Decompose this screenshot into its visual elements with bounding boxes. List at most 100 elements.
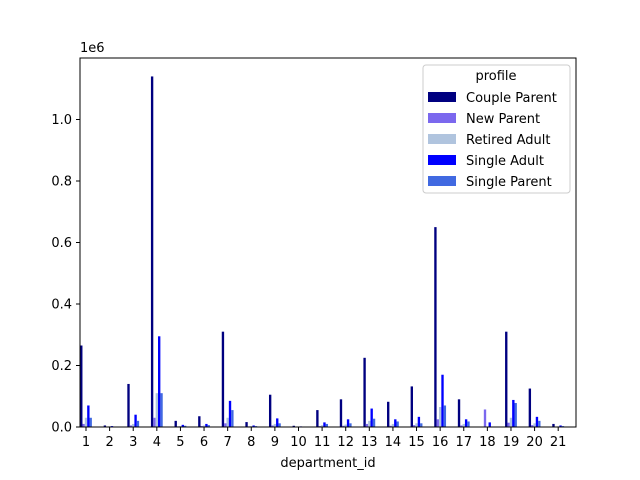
bar — [394, 419, 397, 427]
y-tick-label: 1.0 — [51, 113, 72, 128]
bar — [207, 425, 210, 427]
bar — [316, 410, 319, 427]
x-tick-label: 13 — [361, 435, 378, 450]
bar — [174, 420, 177, 427]
bar — [325, 423, 328, 427]
x-tick-label: 21 — [550, 435, 567, 450]
bar — [202, 425, 206, 427]
bar — [129, 425, 133, 427]
bar — [507, 422, 510, 427]
bar — [413, 425, 416, 427]
bar — [224, 423, 227, 427]
bar — [483, 409, 487, 427]
bar — [231, 410, 234, 427]
bars-layer — [80, 76, 565, 427]
bar — [441, 374, 444, 427]
y-offset-label: 1e6 — [80, 41, 105, 56]
bar — [396, 421, 399, 427]
bar — [457, 399, 461, 427]
bar — [82, 423, 85, 427]
bar — [226, 417, 229, 427]
bar — [368, 420, 371, 427]
bar — [153, 417, 156, 427]
x-tick-label: 20 — [526, 435, 543, 450]
bar — [528, 388, 532, 427]
bar — [464, 419, 468, 427]
bar — [509, 417, 513, 427]
x-tick-label: 7 — [224, 435, 232, 450]
x-tick-label: 6 — [200, 435, 208, 450]
bar — [559, 425, 562, 427]
y-axis-ticks: 0.0 0.2 0.4 0.6 0.8 1.0 — [51, 113, 80, 436]
bar — [438, 407, 442, 427]
bar — [346, 419, 350, 427]
bar — [273, 423, 277, 427]
x-tick-label: 4 — [153, 435, 161, 450]
x-tick-label: 5 — [176, 435, 184, 450]
bar — [535, 416, 539, 427]
x-tick-label: 10 — [290, 435, 307, 450]
bar — [434, 227, 437, 427]
x-tick-label: 2 — [105, 435, 113, 450]
legend-swatch — [428, 155, 456, 165]
bar — [363, 357, 366, 427]
bar — [417, 416, 421, 427]
bar — [205, 423, 208, 427]
legend-swatch — [428, 176, 456, 186]
bar — [370, 408, 373, 427]
bar — [410, 386, 413, 427]
x-tick-label: 11 — [314, 435, 331, 450]
bar — [228, 400, 232, 427]
bar — [443, 405, 447, 427]
legend-swatch — [428, 134, 456, 144]
legend-label: Retired Adult — [466, 133, 550, 148]
y-tick-label: 0.0 — [51, 421, 72, 436]
bar — [84, 417, 88, 427]
x-axis-ticks: 1 2 3 4 5 6 7 8 9 10 11 12 13 14 15 16 17 18 19 20 21 — [82, 427, 567, 450]
bar — [344, 424, 347, 427]
x-axis-label: department_id — [280, 456, 375, 471]
legend-label: Couple Parent — [466, 91, 557, 106]
bar — [252, 425, 255, 427]
legend: profile Couple Parent New Parent Retired A… — [422, 64, 571, 194]
bar — [183, 425, 187, 427]
bar — [389, 425, 392, 427]
bar — [320, 425, 324, 427]
legend-label: Single Adult — [466, 154, 544, 169]
bar — [512, 399, 515, 427]
y-tick-label: 0.8 — [51, 175, 72, 190]
bar — [533, 423, 536, 427]
bar — [505, 331, 508, 427]
x-tick-label: 12 — [337, 435, 354, 450]
legend-title: profile — [475, 69, 516, 84]
bar — [150, 76, 154, 427]
bar — [136, 420, 140, 427]
bar — [349, 423, 352, 427]
bar — [87, 405, 90, 427]
x-tick-label: 3 — [129, 435, 137, 450]
legend-swatch — [428, 92, 456, 102]
bar — [158, 336, 161, 427]
legend-frame — [422, 64, 571, 194]
bar — [132, 423, 135, 427]
bar — [339, 399, 343, 427]
bar — [460, 425, 463, 427]
y-tick-label: 0.4 — [51, 298, 72, 313]
bar — [538, 420, 541, 427]
x-tick-label: 14 — [385, 435, 402, 450]
bar — [271, 425, 274, 427]
bar — [387, 401, 390, 427]
bar — [488, 422, 491, 427]
bar — [462, 423, 465, 427]
bar — [89, 417, 92, 427]
bar — [80, 345, 83, 427]
x-tick-label: 16 — [432, 435, 449, 450]
bar — [103, 425, 107, 427]
x-tick-label: 15 — [408, 435, 425, 450]
bar — [372, 418, 376, 427]
x-tick-label: 1 — [82, 435, 90, 450]
legend-entries: Couple Parent New Parent Retired Adult Sing… — [428, 91, 557, 190]
bar — [181, 424, 184, 427]
bar — [365, 423, 369, 427]
